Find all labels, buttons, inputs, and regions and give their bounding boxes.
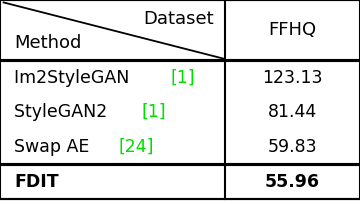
Text: Im2StyleGAN: Im2StyleGAN [14,69,135,86]
Text: StyleGAN2: StyleGAN2 [14,103,113,121]
Text: FDIT: FDIT [14,173,59,191]
Text: Method: Method [14,34,82,52]
Text: Dataset: Dataset [144,10,214,28]
Text: 59.83: 59.83 [268,138,317,156]
Text: [1]: [1] [170,69,195,86]
Text: 55.96: 55.96 [265,173,320,191]
Text: Swap AE: Swap AE [14,138,95,156]
Text: [1]: [1] [142,103,166,121]
Text: FFHQ: FFHQ [269,21,316,39]
Text: 81.44: 81.44 [268,103,317,121]
Text: [24]: [24] [119,138,154,156]
Text: 123.13: 123.13 [262,69,323,86]
